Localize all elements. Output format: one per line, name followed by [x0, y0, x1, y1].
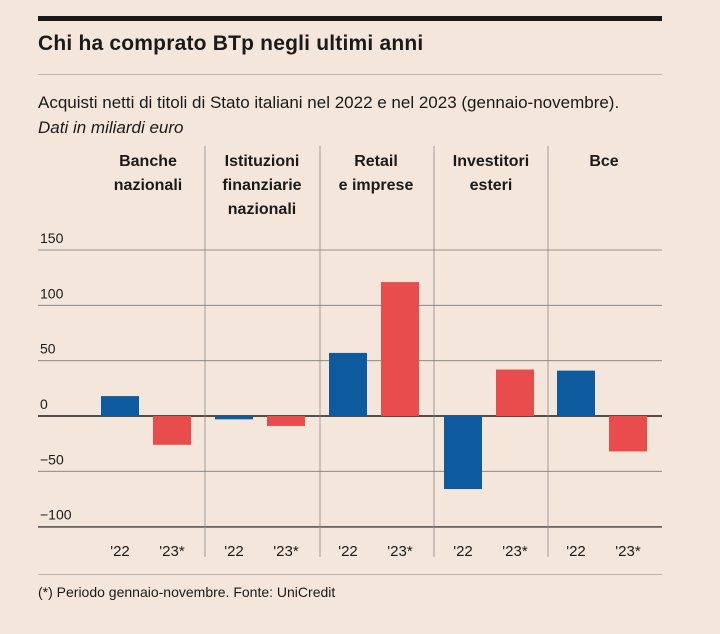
bar-2022 — [215, 416, 253, 420]
category-label: Retail — [354, 153, 398, 170]
category-label: Istituzioni — [225, 153, 300, 170]
y-tick-label: 150 — [40, 230, 64, 246]
bar-2023 — [496, 369, 534, 416]
y-tick-label: 100 — [40, 285, 64, 301]
x-tick-label: '22 — [224, 543, 244, 560]
title-divider — [38, 74, 662, 75]
x-tick-label: '22 — [566, 543, 586, 560]
category-label: nazionali — [114, 177, 182, 194]
subtitle-text: Acquisti netti di titoli di Stato italia… — [38, 93, 620, 112]
bar-2023 — [381, 282, 419, 416]
bar-2023 — [153, 416, 191, 445]
category-label: e imprese — [339, 177, 414, 194]
bar-2023 — [609, 416, 647, 452]
y-tick-label: −50 — [40, 451, 64, 467]
x-tick-label: '22 — [110, 543, 130, 560]
x-tick-label: '22 — [453, 543, 473, 560]
footnote: (*) Periodo gennaio-novembre. Fonte: Uni… — [38, 584, 336, 600]
x-tick-label: '23* — [159, 543, 185, 560]
bar-2022 — [444, 416, 482, 490]
bar-2022 — [101, 396, 139, 416]
category-label: Banche — [119, 153, 177, 170]
y-tick-label: 0 — [40, 396, 48, 412]
x-tick-label: '23* — [502, 543, 528, 560]
category-label: esteri — [470, 177, 513, 194]
chart-title: Chi ha comprato BTp negli ultimi anni — [38, 32, 424, 55]
chart-subtitle: Acquisti netti di titoli di Stato italia… — [38, 90, 638, 140]
x-tick-label: '22 — [338, 543, 358, 560]
category-label: Bce — [589, 153, 618, 170]
top-rule — [38, 16, 662, 21]
subtitle-unit: Dati in miliardi euro — [38, 118, 184, 137]
category-label: finanziarie — [222, 177, 301, 194]
category-label: Investitori — [453, 153, 529, 170]
y-tick-label: −100 — [40, 507, 72, 523]
y-tick-label: 50 — [40, 341, 56, 357]
x-tick-label: '23* — [387, 543, 413, 560]
category-label: nazionali — [228, 201, 296, 218]
bar-2022 — [329, 352, 367, 416]
x-tick-label: '23* — [273, 543, 299, 560]
footnote-divider — [38, 574, 662, 575]
bar-2023 — [267, 416, 305, 426]
x-tick-label: '23* — [615, 543, 641, 560]
bar-2022 — [557, 370, 595, 416]
